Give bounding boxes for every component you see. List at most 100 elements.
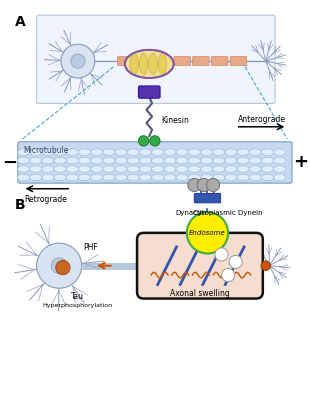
Ellipse shape (249, 166, 261, 172)
Ellipse shape (201, 174, 213, 181)
FancyBboxPatch shape (137, 233, 263, 298)
Ellipse shape (237, 149, 249, 156)
Text: Kinesin: Kinesin (162, 116, 189, 125)
Text: Anterograde: Anterograde (237, 115, 286, 124)
Ellipse shape (78, 174, 91, 181)
Ellipse shape (164, 157, 176, 164)
Ellipse shape (78, 149, 91, 156)
Ellipse shape (213, 157, 225, 164)
Text: Tau: Tau (71, 292, 84, 302)
Ellipse shape (274, 157, 286, 164)
Ellipse shape (78, 157, 91, 164)
Ellipse shape (188, 174, 201, 181)
Text: Microtubule: Microtubule (24, 146, 69, 154)
FancyBboxPatch shape (194, 194, 221, 203)
Ellipse shape (213, 174, 225, 181)
Ellipse shape (29, 174, 42, 181)
Circle shape (261, 261, 270, 270)
Ellipse shape (213, 149, 225, 156)
Ellipse shape (115, 174, 127, 181)
Circle shape (56, 260, 70, 275)
Ellipse shape (201, 157, 213, 164)
Ellipse shape (42, 174, 54, 181)
FancyBboxPatch shape (18, 142, 292, 183)
Ellipse shape (42, 157, 54, 164)
Text: Dynactin: Dynactin (175, 210, 206, 216)
Ellipse shape (29, 166, 42, 172)
Text: B: B (15, 198, 26, 212)
Ellipse shape (274, 174, 286, 181)
Ellipse shape (42, 149, 54, 156)
Ellipse shape (42, 166, 54, 172)
Ellipse shape (115, 157, 127, 164)
Text: A: A (15, 15, 26, 29)
Ellipse shape (54, 149, 66, 156)
Ellipse shape (17, 166, 29, 172)
Circle shape (188, 178, 201, 192)
Ellipse shape (127, 174, 140, 181)
Ellipse shape (152, 149, 164, 156)
Ellipse shape (66, 157, 78, 164)
FancyBboxPatch shape (193, 56, 209, 66)
Ellipse shape (188, 149, 201, 156)
Ellipse shape (17, 149, 29, 156)
Ellipse shape (261, 174, 274, 181)
Ellipse shape (225, 149, 237, 156)
Circle shape (197, 178, 210, 192)
Ellipse shape (225, 174, 237, 181)
Circle shape (187, 212, 228, 254)
Ellipse shape (261, 149, 274, 156)
Ellipse shape (17, 157, 29, 164)
Text: Hyperphosphorylation: Hyperphosphorylation (43, 303, 113, 308)
Ellipse shape (140, 54, 148, 74)
Circle shape (150, 136, 160, 146)
Ellipse shape (66, 149, 78, 156)
Circle shape (61, 44, 95, 78)
Ellipse shape (149, 54, 157, 74)
Circle shape (206, 178, 220, 192)
Ellipse shape (78, 166, 91, 172)
Ellipse shape (125, 50, 174, 78)
Ellipse shape (152, 157, 164, 164)
Ellipse shape (158, 54, 167, 74)
Ellipse shape (176, 166, 188, 172)
Ellipse shape (91, 157, 103, 164)
FancyBboxPatch shape (139, 86, 160, 98)
Ellipse shape (140, 149, 152, 156)
Ellipse shape (188, 157, 201, 164)
Text: +: + (293, 154, 308, 172)
Circle shape (215, 248, 228, 261)
Ellipse shape (103, 157, 115, 164)
Circle shape (222, 268, 235, 282)
Ellipse shape (103, 174, 115, 181)
Ellipse shape (201, 166, 213, 172)
Ellipse shape (66, 166, 78, 172)
Ellipse shape (91, 166, 103, 172)
Circle shape (51, 258, 67, 274)
FancyBboxPatch shape (155, 56, 172, 66)
Ellipse shape (66, 174, 78, 181)
Ellipse shape (188, 166, 201, 172)
Ellipse shape (261, 157, 274, 164)
Ellipse shape (249, 149, 261, 156)
Text: Cytoplasmic Dynein: Cytoplasmic Dynein (193, 210, 263, 216)
Ellipse shape (130, 54, 139, 74)
Ellipse shape (225, 157, 237, 164)
Ellipse shape (115, 149, 127, 156)
FancyBboxPatch shape (230, 56, 247, 66)
Ellipse shape (249, 157, 261, 164)
Ellipse shape (17, 174, 29, 181)
Ellipse shape (176, 149, 188, 156)
Ellipse shape (225, 166, 237, 172)
Ellipse shape (103, 166, 115, 172)
Circle shape (139, 136, 149, 146)
Ellipse shape (152, 166, 164, 172)
FancyBboxPatch shape (117, 56, 134, 66)
Ellipse shape (115, 166, 127, 172)
Ellipse shape (127, 149, 140, 156)
Text: PHF: PHF (84, 243, 98, 252)
Ellipse shape (54, 174, 66, 181)
Ellipse shape (140, 174, 152, 181)
Ellipse shape (103, 149, 115, 156)
Ellipse shape (176, 157, 188, 164)
